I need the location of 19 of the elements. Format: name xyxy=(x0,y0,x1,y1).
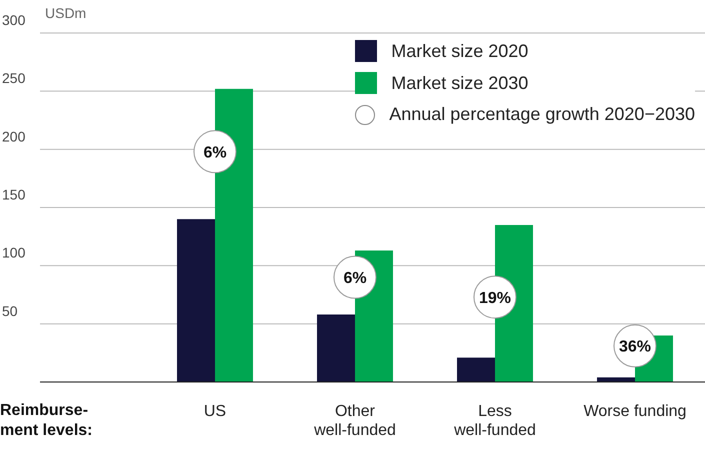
annotation: Annual percentage growth 2020−2030 xyxy=(389,104,695,125)
x-tick-label: US xyxy=(204,403,226,420)
annotation: 19% xyxy=(478,290,512,307)
x-axis-title: Reimburse-ment levels: xyxy=(0,401,92,441)
x-tick-label: Worse funding xyxy=(584,403,686,420)
annotation: 36% xyxy=(618,338,652,356)
y-tick-label: 250 xyxy=(2,70,26,86)
y-tick-label: 50 xyxy=(2,302,18,319)
y-axis-title: USDm xyxy=(45,5,86,21)
annotation: 6% xyxy=(343,270,367,287)
annotation: 6% xyxy=(203,144,227,162)
legend-label: Market size 2030 xyxy=(391,72,528,94)
y-tick-label: 100 xyxy=(2,244,26,261)
x-tick-label: Other well-funded xyxy=(313,403,396,439)
y-tick-label: 300 xyxy=(2,12,26,28)
x-tick-label: Less well-funded xyxy=(453,403,536,439)
legend-label: Market size 2020 xyxy=(391,40,528,62)
y-tick-label: 150 xyxy=(2,186,26,202)
y-tick-label: 200 xyxy=(2,128,26,144)
